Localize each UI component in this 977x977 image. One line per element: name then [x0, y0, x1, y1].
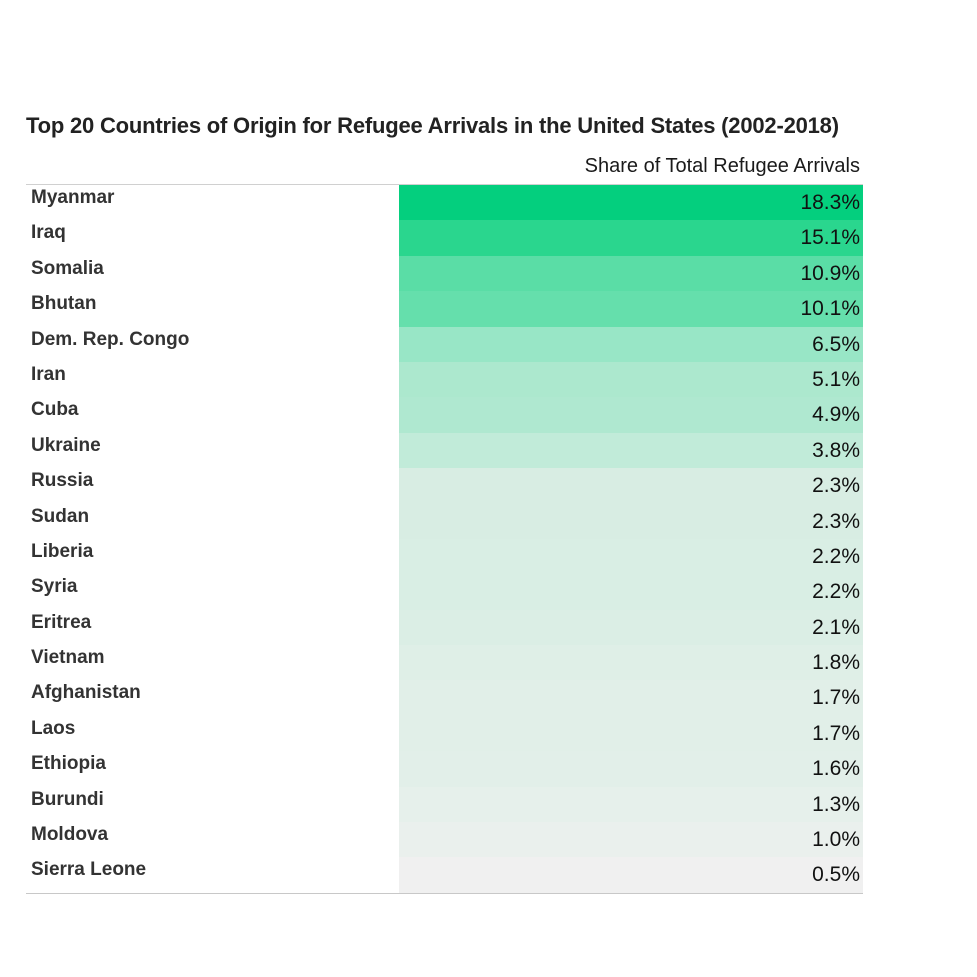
share-cell: 2.2%: [399, 538, 863, 575]
table-row: Afghanistan 1.7%: [26, 680, 863, 716]
country-name: Sudan: [31, 505, 90, 527]
share-value: 2.1%: [812, 615, 860, 639]
share-value: 0.5%: [812, 863, 860, 887]
share-value: 2.2%: [812, 544, 860, 568]
share-value: 3.8%: [812, 438, 860, 462]
share-cell: 3.8%: [399, 432, 863, 469]
share-cell: 6.5%: [399, 326, 863, 362]
table-row: Myanmar 18.3%: [26, 185, 863, 221]
country-name: Afghanistan: [31, 682, 141, 704]
country-name: Burundi: [31, 788, 104, 810]
share-cell: 1.3%: [399, 786, 863, 823]
country-name: Ethiopia: [31, 753, 106, 775]
table-row: Iraq 15.1%: [26, 220, 863, 256]
table-row: Laos 1.7%: [26, 715, 863, 752]
share-value: 10.1%: [800, 297, 860, 321]
table-row: Ethiopia 1.6%: [26, 751, 863, 787]
share-cell: 0.5%: [399, 857, 863, 893]
share-cell: 2.1%: [399, 609, 863, 646]
country-name: Bhutan: [31, 293, 97, 315]
chart-title: Top 20 Countries of Origin for Refugee A…: [26, 113, 839, 138]
share-value: 6.5%: [812, 332, 860, 356]
share-cell: 10.9%: [399, 255, 863, 292]
share-value: 2.3%: [812, 509, 860, 533]
column-header-share: Share of Total Refugee Arrivals: [584, 155, 860, 177]
share-cell: 15.1%: [399, 220, 863, 256]
country-name: Moldova: [31, 824, 109, 846]
country-name: Laos: [31, 717, 76, 739]
table-row: Burundi 1.3%: [26, 786, 863, 823]
table-row: Liberia 2.2%: [26, 538, 863, 575]
share-value: 18.3%: [800, 191, 860, 214]
share-value: 1.6%: [812, 757, 860, 781]
country-name: Russia: [31, 470, 94, 492]
share-cell: 1.6%: [399, 751, 863, 787]
table-row: Russia 2.3%: [26, 468, 863, 504]
table-row: Dem. Rep. Congo 6.5%: [26, 326, 863, 362]
share-value: 10.9%: [800, 261, 860, 285]
share-cell: 1.7%: [399, 680, 863, 716]
share-cell: 2.2%: [399, 574, 863, 610]
country-name: Cuba: [31, 399, 79, 421]
share-value: 5.1%: [812, 367, 860, 391]
table-row: Sudan 2.3%: [26, 503, 863, 539]
share-cell: 1.0%: [399, 822, 863, 858]
table-row: Moldova 1.0%: [26, 822, 863, 858]
share-value: 1.0%: [812, 828, 860, 852]
table-row: Somalia 10.9%: [26, 255, 863, 292]
country-name: Somalia: [31, 257, 104, 279]
country-name: Liberia: [31, 540, 94, 562]
data-table: Myanmar 18.3% Iraq 15.1% Somalia 10.9% Bhutan 1…: [26, 184, 863, 894]
share-value: 1.3%: [812, 792, 860, 816]
country-name: Ukraine: [31, 434, 101, 456]
table-row: Cuba 4.9%: [26, 397, 863, 433]
share-cell: 2.3%: [399, 503, 863, 539]
country-name: Syria: [31, 576, 78, 598]
share-cell: 1.8%: [399, 645, 863, 681]
share-cell: 4.9%: [399, 397, 863, 433]
country-name: Dem. Rep. Congo: [31, 328, 190, 350]
share-value: 1.8%: [812, 651, 860, 675]
country-name: Eritrea: [31, 611, 92, 633]
share-cell: 10.1%: [399, 291, 863, 327]
country-name: Sierra Leone: [31, 859, 147, 881]
country-name: Iran: [31, 363, 66, 385]
share-value: 1.7%: [812, 721, 860, 745]
share-value: 2.2%: [812, 580, 860, 604]
table-row: Eritrea 2.1%: [26, 609, 863, 646]
table-row: Vietnam 1.8%: [26, 645, 863, 681]
share-value: 1.7%: [812, 686, 860, 710]
share-cell: 18.3%: [399, 185, 863, 221]
table-row: Syria 2.2%: [26, 574, 863, 610]
table-row: Sierra Leone 0.5%: [26, 857, 863, 893]
table-row: Ukraine 3.8%: [26, 432, 863, 469]
share-value: 2.3%: [812, 474, 860, 498]
country-name: Iraq: [31, 222, 66, 244]
table-row: Bhutan 10.1%: [26, 291, 863, 327]
share-cell: 1.7%: [399, 715, 863, 752]
share-value: 15.1%: [800, 226, 860, 250]
country-name: Myanmar: [31, 187, 115, 208]
table-row: Iran 5.1%: [26, 361, 863, 398]
share-value: 4.9%: [812, 403, 860, 427]
share-cell: 5.1%: [399, 361, 863, 398]
country-name: Vietnam: [31, 647, 105, 669]
share-cell: 2.3%: [399, 468, 863, 504]
